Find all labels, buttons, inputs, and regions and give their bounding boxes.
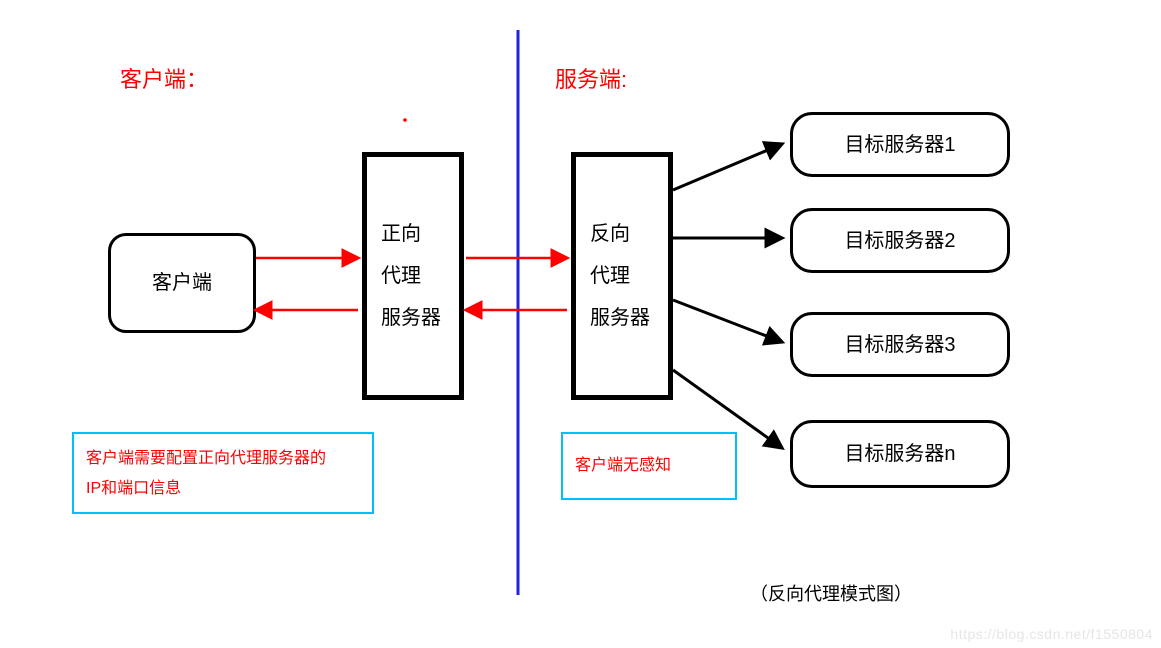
right-note: 客户端无感知 xyxy=(561,432,737,500)
left-note-line1: 客户端需要配置正向代理服务器的 xyxy=(86,444,360,474)
server-side-header: 服务端: xyxy=(555,62,627,94)
reverse-proxy-node: 反向 代理 服务器 xyxy=(571,152,673,400)
forward-proxy-line3: 服务器 xyxy=(381,302,441,334)
forward-proxy-line1: 正向 xyxy=(381,218,421,250)
target-server-1: 目标服务器1 xyxy=(790,112,1010,177)
client-side-header: 客户端： xyxy=(120,62,208,94)
diagram-caption: （反向代理模式图） xyxy=(750,580,912,606)
right-note-line1: 客户端无感知 xyxy=(575,451,671,481)
forward-proxy-node: 正向 代理 服务器 xyxy=(362,152,464,400)
arrow-rp-to-t1 xyxy=(673,144,782,190)
target-server-3-label: 目标服务器3 xyxy=(844,329,955,361)
stray-dot xyxy=(403,118,407,122)
reverse-proxy-line1: 反向 xyxy=(590,218,630,250)
target-server-2: 目标服务器2 xyxy=(790,208,1010,273)
left-note-line2: IP和端口信息 xyxy=(86,474,360,504)
target-server-1-label: 目标服务器1 xyxy=(844,129,955,161)
left-note: 客户端需要配置正向代理服务器的 IP和端口信息 xyxy=(72,432,374,514)
client-node-label: 客户端 xyxy=(152,267,212,299)
forward-proxy-line2: 代理 xyxy=(381,260,421,292)
target-server-2-label: 目标服务器2 xyxy=(844,225,955,257)
reverse-proxy-line2: 代理 xyxy=(590,260,630,292)
diagram-canvas: 客户端： 服务端: 客户端 正向 代理 服务器 反向 代理 服务器 目标服务器1… xyxy=(0,0,1161,648)
target-server-n-label: 目标服务器n xyxy=(844,438,955,470)
target-server-n: 目标服务器n xyxy=(790,420,1010,488)
arrow-rp-to-t3 xyxy=(673,300,782,342)
reverse-proxy-line3: 服务器 xyxy=(590,302,650,334)
client-node: 客户端 xyxy=(108,233,256,333)
target-server-3: 目标服务器3 xyxy=(790,312,1010,377)
watermark-text: https://blog.csdn.net/f1550804 xyxy=(950,626,1153,642)
